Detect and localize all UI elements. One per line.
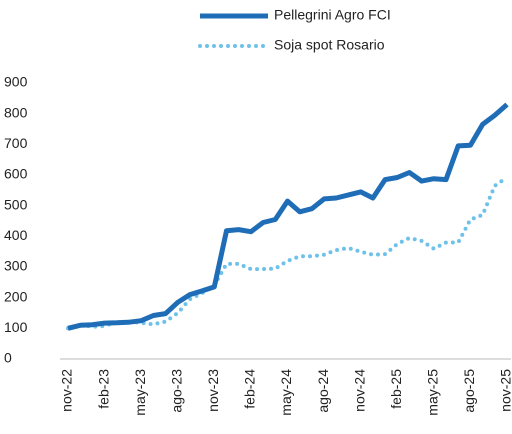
series-line	[66, 175, 509, 331]
x-tick-label: ago-24	[315, 369, 331, 413]
x-tick-label: feb-23	[95, 369, 111, 409]
x-tick-label: feb-25	[388, 369, 404, 409]
y-tick-label: 700	[4, 135, 28, 151]
x-tick-label: may-23	[132, 369, 148, 416]
y-tick-label: 500	[4, 196, 28, 212]
series-line	[67, 102, 509, 331]
y-tick-label: 200	[4, 288, 28, 304]
x-tick-label: may-25	[425, 369, 441, 416]
x-tick-label: ago-23	[168, 369, 184, 413]
x-tick-label: feb-24	[242, 369, 258, 409]
y-tick-label: 600	[4, 166, 28, 182]
legend-label: Soja spot Rosario	[274, 37, 385, 53]
x-tick-label: nov-24	[351, 369, 367, 412]
legend-label: Pellegrini Agro FCI	[274, 7, 391, 23]
y-tick-label: 900	[4, 74, 28, 90]
y-tick-label: 300	[4, 258, 28, 274]
y-tick-label: 800	[4, 104, 28, 120]
x-tick-label: ago-25	[461, 369, 477, 413]
y-tick-label: 0	[4, 350, 12, 366]
y-tick-label: 100	[4, 319, 28, 335]
x-tick-label: may-24	[278, 369, 294, 416]
x-tick-label: nov-23	[205, 369, 221, 412]
y-tick-label: 400	[4, 227, 28, 243]
x-tick-label: nov-25	[498, 369, 512, 412]
x-tick-label: nov-22	[59, 369, 75, 412]
